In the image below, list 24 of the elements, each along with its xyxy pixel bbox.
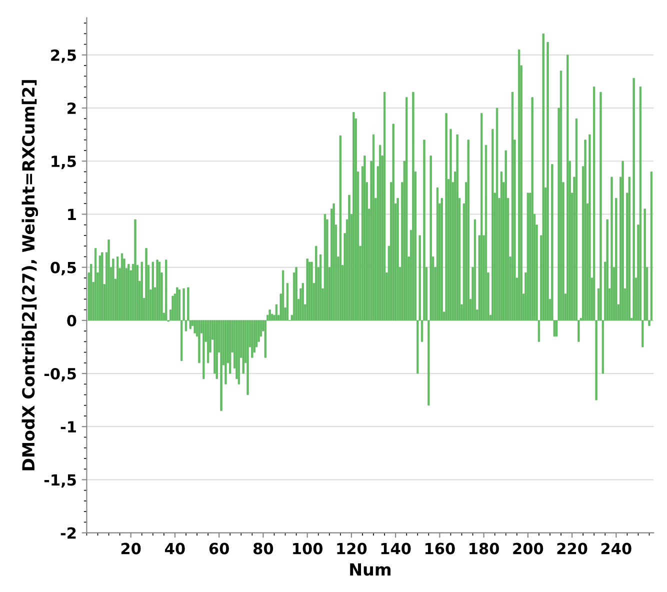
y-tick-label: 1,5: [52, 156, 76, 170]
x-tick-label: 180: [470, 542, 500, 554]
x-axis-title: Num: [350, 563, 390, 576]
y-tick-label: 2,5: [51, 49, 76, 63]
x-tick-label: 200: [513, 542, 544, 554]
x-tick-label: 120: [337, 542, 367, 554]
y-tick-label: 1: [68, 208, 76, 220]
y-tick-label: -2: [60, 527, 76, 539]
x-tick-label: 160: [425, 542, 455, 554]
x-tick-label: 240: [601, 542, 632, 554]
y-tick-label: -0,5: [44, 368, 76, 382]
x-tick-label: 100: [293, 542, 323, 554]
x-tick-label: 40: [165, 542, 185, 554]
x-tick-label: 220: [557, 542, 588, 554]
x-tick-label: 140: [381, 542, 411, 554]
y-tick-label: 0,5: [50, 262, 76, 276]
y-tick-label: -1: [60, 421, 76, 432]
x-tick-label: 20: [121, 542, 141, 554]
y-axis-title: DModX Contrib[2](27), Weight=RXCum[2]: [22, 80, 38, 470]
y-tick-label: -1,5: [44, 474, 76, 488]
y-tick-label: 0: [67, 314, 76, 326]
x-tick-label: 60: [209, 542, 229, 554]
y-tick-label: 2: [68, 102, 76, 114]
x-tick-label: 80: [253, 542, 274, 554]
